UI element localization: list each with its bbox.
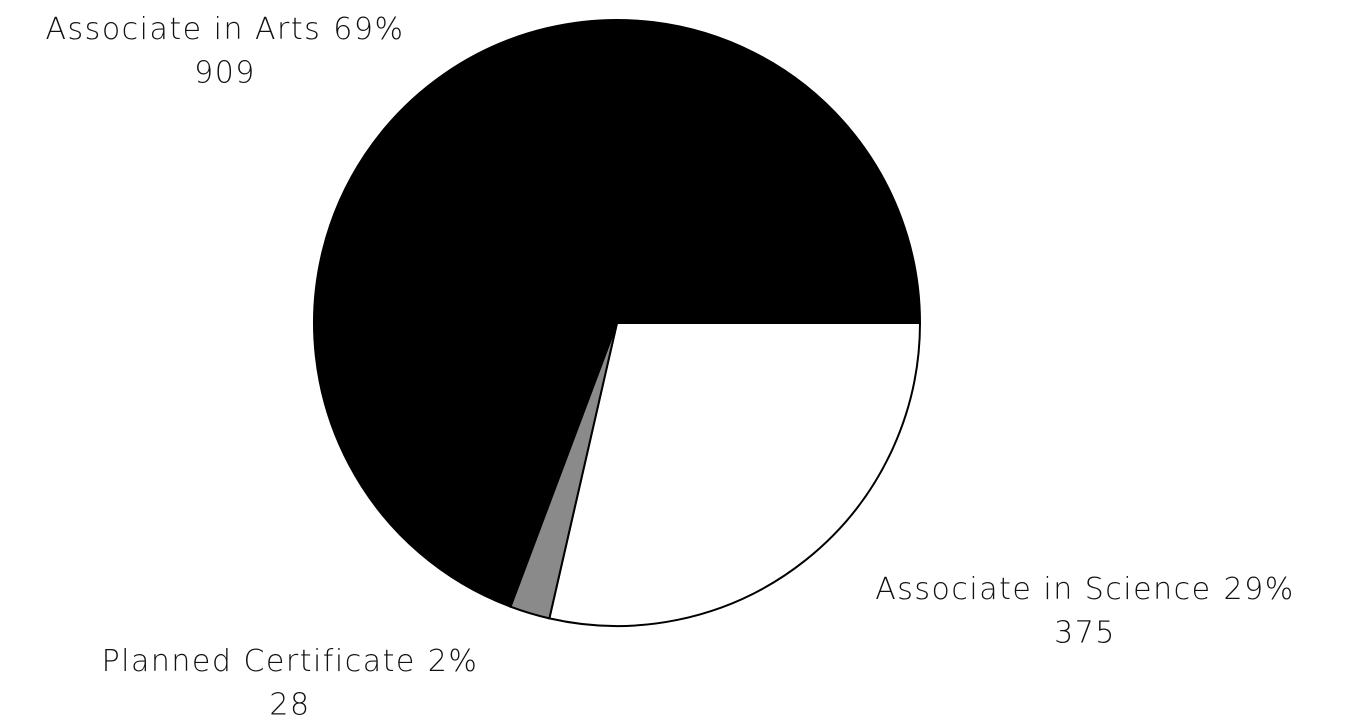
percent-label: 29%: [1224, 572, 1295, 607]
count-label: 375: [1054, 616, 1116, 651]
slice-label: Associate in Science 29%: [875, 572, 1294, 607]
slice-label: Planned Certificate 2%: [102, 644, 479, 679]
category-label: Associate in Science: [875, 572, 1211, 607]
pie-slice: [548, 322, 922, 627]
slice-label: Associate in Arts 69%: [46, 12, 405, 47]
percent-label: 69%: [333, 12, 404, 47]
category-label: Associate in Arts: [46, 12, 322, 47]
count-label: 909: [194, 56, 256, 91]
percent-label: 2%: [428, 644, 479, 679]
pie-slice: [313, 19, 922, 608]
category-label: Planned Certificate: [102, 644, 416, 679]
count-label: 28: [269, 688, 310, 722]
